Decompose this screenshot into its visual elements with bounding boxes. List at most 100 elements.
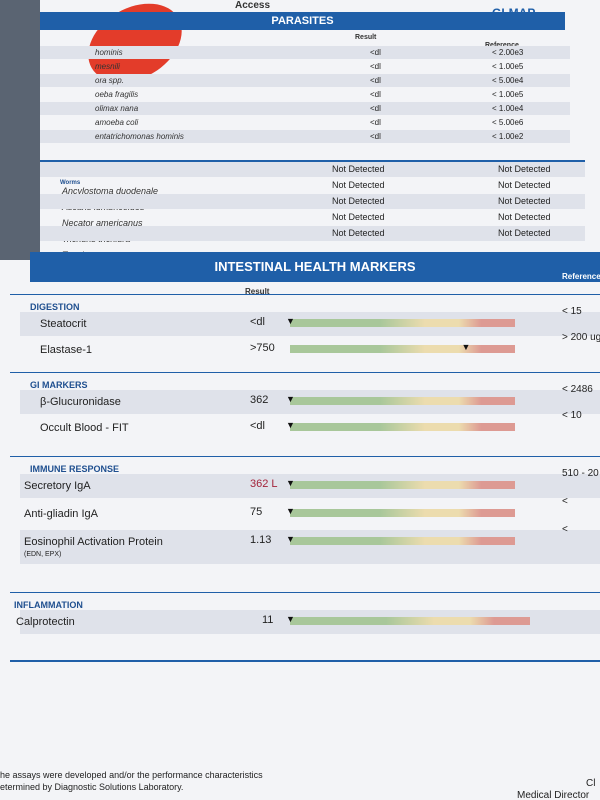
result-arrow: ▼ — [286, 316, 295, 326]
range-bar — [290, 345, 515, 353]
marker-reference: < 2486 — [562, 384, 593, 395]
result-arrow: ▼ — [286, 394, 295, 404]
marker-reference: > 200 ug — [562, 332, 600, 343]
parasite-result: <dl — [370, 118, 381, 127]
parasite-reference: < 5.00e6 — [492, 118, 524, 127]
marker-result: 362 L — [250, 478, 278, 490]
worm-reference: Not Detected — [498, 180, 551, 190]
parasite-name: amoeba coli — [95, 118, 139, 127]
marker-name: Secretory IgA — [24, 480, 91, 492]
section-rule — [10, 372, 600, 373]
section-title: IMMUNE RESPONSE — [30, 464, 120, 474]
parasites-bar: PARASITES — [40, 12, 565, 30]
worm-name: Ancylostoma duodenale — [62, 186, 159, 196]
worm-result: Not Detected — [332, 180, 385, 190]
parasite-name: olimax nana — [95, 104, 139, 113]
result-arrow: ▼ — [286, 506, 295, 516]
parasite-name: mesnili — [95, 62, 120, 71]
parasite-reference: < 1.00e2 — [492, 132, 524, 141]
parasite-name: oeba fragilis — [95, 90, 139, 99]
table-row — [40, 46, 570, 59]
table-row — [40, 102, 570, 115]
worm-reference: Not Detected — [498, 164, 551, 174]
marker-name: Calprotectin — [16, 616, 75, 628]
parasite-reference: < 5.00e4 — [492, 76, 524, 85]
marker-result: 11 — [262, 614, 274, 626]
marker-name: Eosinophil Activation Protein — [24, 536, 163, 548]
parasite-result: <dl — [370, 132, 381, 141]
worm-result: Not Detected — [332, 228, 385, 238]
range-bar — [290, 423, 515, 431]
parasite-reference: < 1.00e4 — [492, 104, 524, 113]
marker-reference: < — [562, 524, 568, 535]
section-title: GI MARKERS — [30, 380, 88, 390]
marker-reference: < — [562, 496, 568, 507]
result-arrow: ▼ — [461, 342, 471, 352]
worm-reference: Not Detected — [498, 228, 551, 238]
section-rule — [10, 592, 600, 593]
parasite-result: <dl — [370, 90, 381, 99]
parasite-result: <dl — [370, 48, 381, 57]
marker-result: 362 — [250, 394, 269, 406]
marker-reference: < 10 — [562, 410, 582, 421]
range-bar — [290, 397, 515, 405]
marker-name: Steatocrit — [40, 318, 87, 330]
marker-reference: < 15 — [562, 306, 582, 317]
parasite-result: <dl — [370, 76, 381, 85]
result-arrow: ▼ — [286, 614, 295, 624]
marker-result: >750 — [250, 342, 275, 354]
worm-reference: Not Detected — [498, 212, 551, 222]
result-header: Result — [355, 34, 377, 41]
table-row — [40, 162, 585, 177]
table-row — [20, 530, 600, 564]
range-bar — [290, 481, 515, 489]
section-rule — [40, 160, 585, 162]
worm-name: Necator americanus — [62, 218, 143, 228]
section-title: DIGESTION — [30, 302, 80, 312]
result-arrow: ▼ — [286, 534, 295, 544]
marker-name: Elastase-1 — [40, 344, 92, 356]
parasite-name: ora spp. — [95, 76, 124, 85]
parasite-reference: < 1.00e5 — [492, 90, 524, 99]
footer-line: he assays were developed and/or the perf… — [0, 770, 263, 780]
worms-label: Worms — [60, 180, 81, 186]
parasite-reference: < 1.00e5 — [492, 62, 524, 71]
worm-result: Not Detected — [332, 212, 385, 222]
parasite-name: entatrichomonas hominis — [95, 132, 184, 141]
table-row — [40, 226, 585, 241]
range-bar — [290, 617, 530, 625]
worm-result: Not Detected — [332, 164, 385, 174]
reference-header: Reference — [562, 272, 600, 281]
background-edge — [0, 0, 40, 260]
reference-header: Reference — [485, 42, 519, 49]
intestinal-bar: INTESTINAL HEALTH MARKERS — [30, 252, 600, 282]
section-rule — [10, 660, 600, 662]
worm-reference: Not Detected — [498, 196, 551, 206]
marker-name: Occult Blood - FIT — [40, 422, 129, 434]
parasite-name: hominis — [95, 48, 123, 57]
range-bar — [290, 509, 515, 517]
marker-subtitle: (EDN, EPX) — [24, 551, 62, 558]
result-arrow: ▼ — [286, 478, 295, 488]
parasite-result: <dl — [370, 62, 381, 71]
marker-result: 1.13 — [250, 534, 272, 546]
footer-line: etermined by Diagnostic Solutions Labora… — [0, 782, 184, 792]
parasite-reference: < 2.00e3 — [492, 48, 524, 57]
marker-reference: 510 - 20 — [562, 468, 599, 479]
result-arrow: ▼ — [286, 420, 295, 430]
table-row — [40, 74, 570, 87]
footer-right: Cl — [586, 778, 596, 789]
section-rule — [10, 456, 600, 457]
footer-right: Medical Director — [517, 790, 590, 800]
marker-result: <dl — [250, 420, 265, 432]
result-header: Result — [245, 287, 270, 296]
marker-name: Anti-gliadin IgA — [24, 508, 98, 520]
parasite-result: <dl — [370, 104, 381, 113]
marker-name: β-Glucuronidase — [40, 396, 121, 408]
marker-result: <dl — [250, 316, 265, 328]
section-rule — [10, 294, 600, 295]
range-bar — [290, 319, 515, 327]
section-title: INFLAMMATION — [14, 600, 83, 610]
header-fragment: Access — [235, 0, 271, 11]
